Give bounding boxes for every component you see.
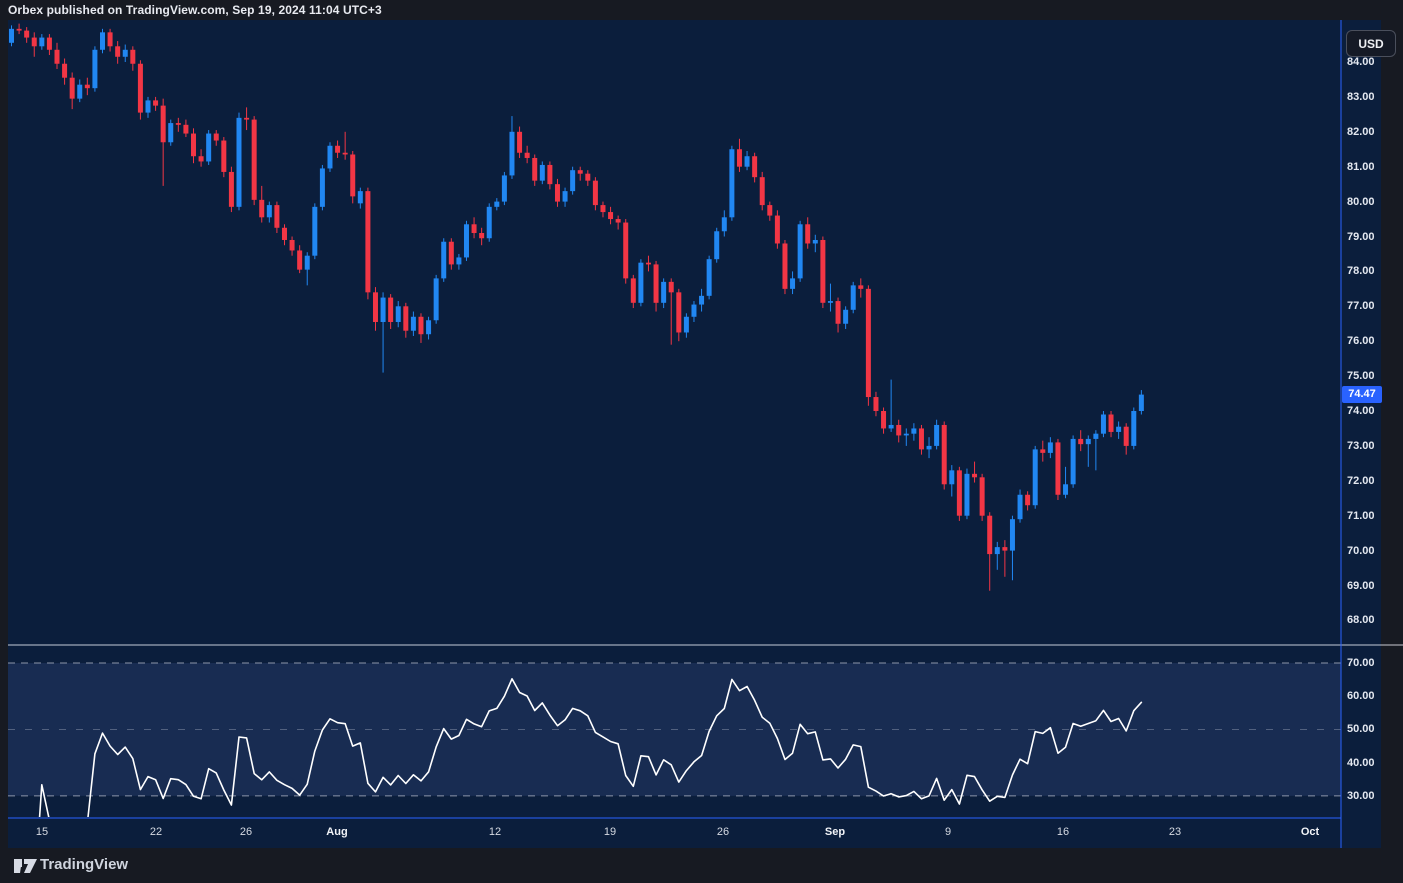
price-axis-label: 83.00 <box>1347 90 1375 103</box>
time-axis-label: Oct <box>1300 826 1320 838</box>
time-axis-label: 9 <box>944 826 952 838</box>
time-axis-label: 15 <box>35 826 49 838</box>
price-axis-label: 81.00 <box>1347 160 1375 173</box>
price-axis-label: 70.00 <box>1347 544 1375 557</box>
price-axis-label: 73.00 <box>1347 439 1375 452</box>
currency-button[interactable]: USD <box>1346 30 1396 57</box>
rsi-line <box>38 677 1143 817</box>
price-axis-label: 78.00 <box>1347 265 1375 278</box>
price-axis-label: 71.00 <box>1347 509 1375 522</box>
price-axis-label: 68.00 <box>1347 614 1375 627</box>
indicator-axis-label: 70.00 <box>1347 657 1375 669</box>
header: Orbex published on TradingView.com, Sep … <box>0 0 1403 20</box>
price-axis-label: 77.00 <box>1347 300 1375 313</box>
price-axis-label: 82.00 <box>1347 125 1375 138</box>
price-axis-label: 69.00 <box>1347 579 1375 592</box>
time-axis-label: 19 <box>603 826 617 838</box>
price-axis-label: 80.00 <box>1347 195 1375 208</box>
price-axis-label: 79.00 <box>1347 230 1375 243</box>
time-axis-label: Aug <box>326 826 348 838</box>
price-axis-label: 84.00 <box>1347 56 1375 68</box>
time-axis-label: Sep <box>824 826 846 838</box>
tradingview-logo-icon[interactable] <box>14 858 37 874</box>
time-axis-label: 26 <box>239 826 253 838</box>
indicator-axis-label: 40.00 <box>1347 756 1375 769</box>
time-axis-label: 26 <box>716 826 730 838</box>
price-axis-label: 75.00 <box>1347 370 1375 383</box>
last-price-label: 74.47 <box>1342 386 1382 403</box>
indicator-axis-label: 50.00 <box>1347 723 1375 736</box>
footer: TradingView <box>0 848 1403 883</box>
attribution-text: Orbex published on TradingView.com, Sep … <box>8 3 382 17</box>
tradingview-brand-text[interactable]: TradingView <box>40 856 129 873</box>
candlestick-series <box>9 23 1144 591</box>
price-axis-label: 76.00 <box>1347 335 1375 348</box>
price-axis-label: 74.00 <box>1347 405 1375 417</box>
indicator-axis-label: 30.00 <box>1347 789 1375 802</box>
time-axis-label: 22 <box>149 826 163 838</box>
time-axis-label: 16 <box>1056 826 1070 838</box>
indicator-axis-label: 60.00 <box>1347 690 1375 703</box>
time-axis-label: 12 <box>488 826 502 838</box>
price-axis-label: 72.00 <box>1347 474 1375 487</box>
time-axis-label: 23 <box>1168 826 1182 838</box>
